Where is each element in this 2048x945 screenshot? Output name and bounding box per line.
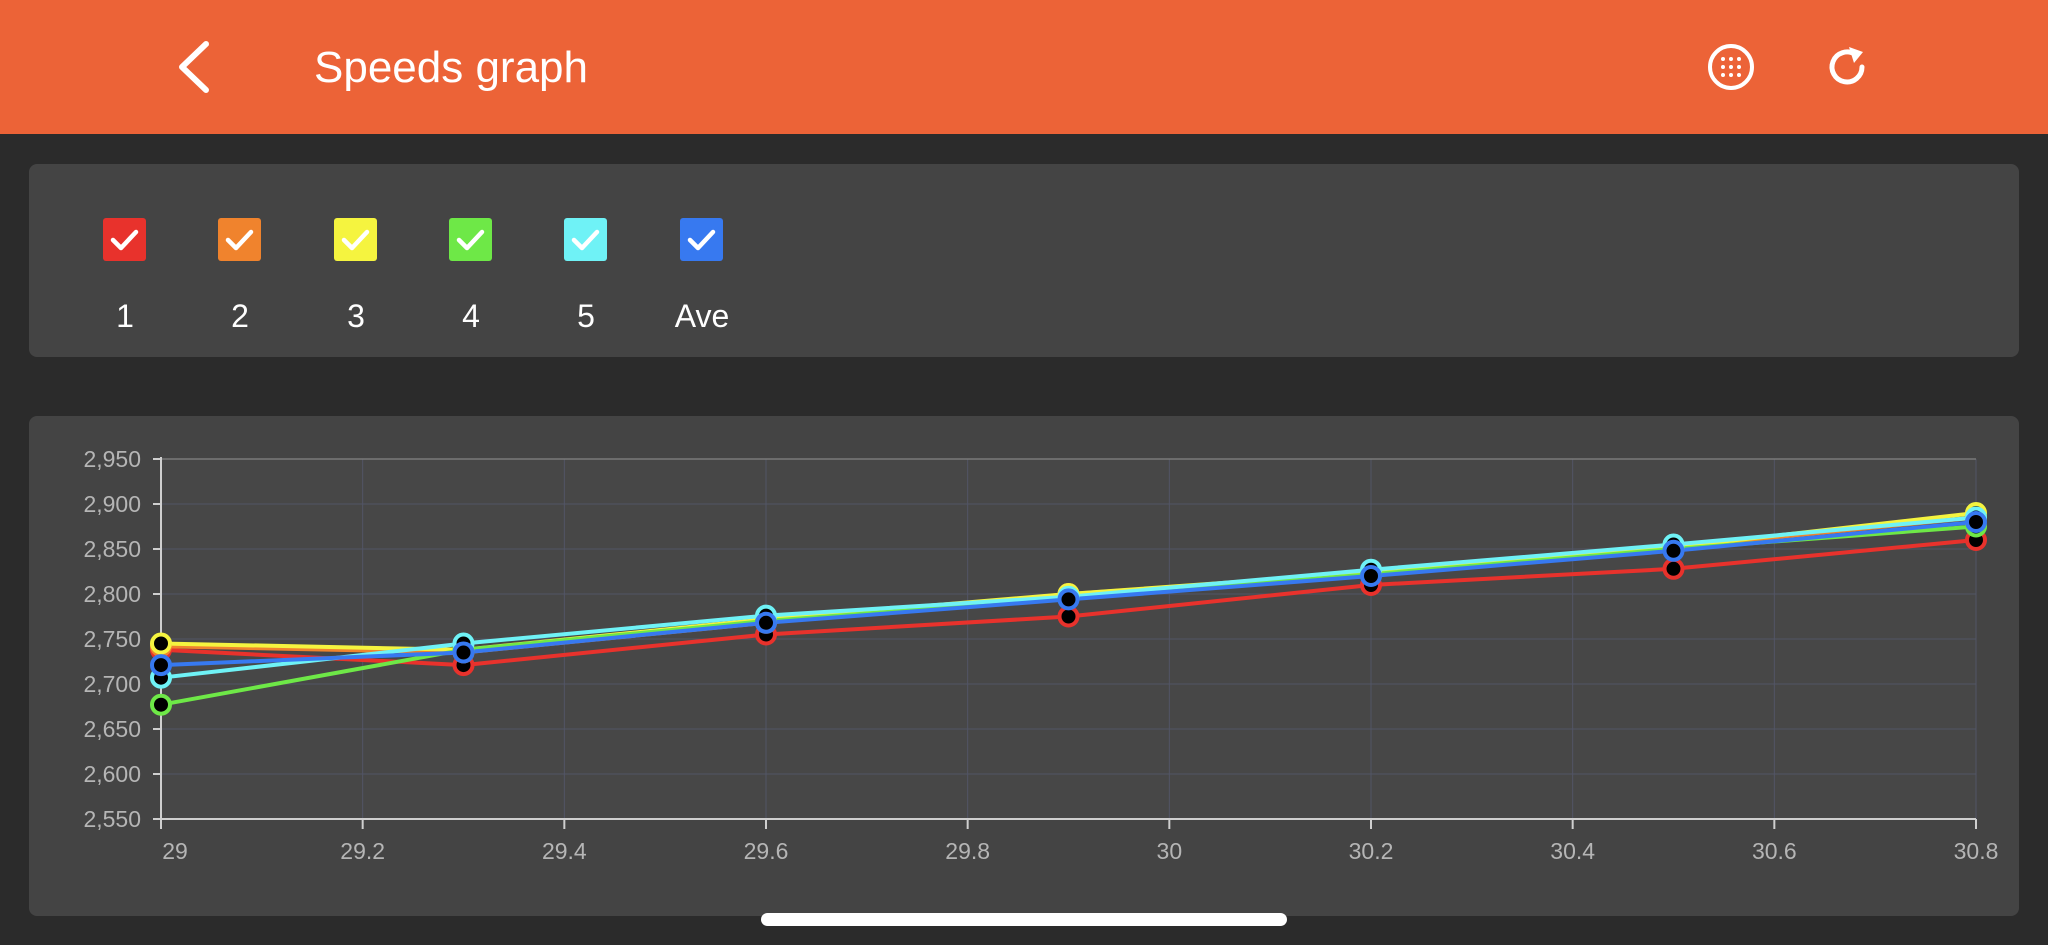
grid-toggle-button[interactable] — [1706, 42, 1756, 92]
series-point-4 — [150, 693, 172, 716]
series-toggle-5[interactable]: 5 — [546, 218, 626, 348]
refresh-button[interactable] — [1822, 42, 1872, 92]
checkbox-icon[interactable] — [334, 218, 377, 261]
x-tick-label: 30 — [1157, 838, 1183, 864]
y-tick-label: 2,650 — [83, 716, 141, 742]
series-toggle-label: 4 — [462, 298, 480, 334]
header-bar: Speeds graph — [0, 0, 2048, 134]
checkbox-icon[interactable] — [218, 218, 261, 261]
series-toggle-ave[interactable]: Ave — [662, 218, 742, 348]
series-toggle-label: Ave — [674, 298, 730, 334]
y-tick-label: 2,800 — [83, 581, 141, 607]
series-toggle-4[interactable]: 4 — [431, 218, 511, 348]
series-point-ave — [1965, 511, 1987, 533]
series-point-ave — [1360, 565, 1382, 587]
series-point-ave — [150, 654, 172, 677]
grid-dots-icon — [1708, 44, 1754, 90]
back-button[interactable] — [170, 36, 222, 98]
series-toggle-3[interactable]: 3 — [316, 218, 396, 348]
series-toggle-label: 1 — [116, 298, 134, 334]
y-tick-label: 2,850 — [83, 536, 141, 562]
checkmark-icon — [341, 229, 370, 251]
checkbox-icon[interactable] — [564, 218, 607, 261]
series-point-ave — [1662, 539, 1685, 562]
x-tick-label: 29.6 — [744, 838, 789, 864]
checkmark-icon — [456, 229, 485, 251]
home-indicator[interactable] — [761, 913, 1287, 926]
checkbox-icon[interactable] — [680, 218, 723, 261]
checkmark-icon — [687, 229, 716, 251]
series-point-1 — [1662, 557, 1685, 580]
chart-panel: 2,550 2,600 2,650 2,700 2,750 2,800 2,850 2,900… — [29, 416, 2019, 916]
checkbox-icon[interactable] — [103, 218, 146, 261]
series-toggle-2[interactable]: 2 — [200, 218, 280, 348]
y-tick-label: 2,900 — [83, 491, 141, 517]
x-tick-label: 29.8 — [945, 838, 990, 864]
page-title: Speeds graph — [314, 43, 588, 92]
refresh-icon — [1829, 47, 1865, 85]
series-toggle-panel: 1 2 3 4 5 Ave — [29, 164, 2019, 357]
x-tick-label: 30.6 — [1752, 838, 1797, 864]
series-point-ave — [452, 641, 475, 664]
series-point-ave — [1057, 588, 1080, 611]
x-tick-label: 29.4 — [542, 838, 587, 864]
series-point-3 — [150, 632, 172, 655]
y-tick-label: 2,600 — [83, 761, 141, 787]
checkmark-icon — [225, 229, 254, 251]
series-toggle-label: 2 — [231, 298, 249, 334]
y-tick-label: 2,750 — [83, 626, 141, 652]
y-tick-label: 2,950 — [83, 446, 141, 472]
x-tick-label: 30.8 — [1954, 838, 1999, 864]
x-tick-label: 29.2 — [340, 838, 385, 864]
series-toggle-label: 5 — [577, 298, 595, 334]
speeds-line-chart: 2,550 2,600 2,650 2,700 2,750 2,800 2,850 2,900… — [83, 446, 1999, 864]
y-tick-label: 2,550 — [83, 806, 141, 832]
x-tick-label: 29 — [162, 838, 188, 864]
x-tick-label: 30.2 — [1349, 838, 1394, 864]
checkmark-icon — [110, 229, 139, 251]
checkbox-icon[interactable] — [449, 218, 492, 261]
x-tick-label: 30.4 — [1550, 838, 1595, 864]
series-toggle-label: 3 — [347, 298, 365, 334]
series-toggle-1[interactable]: 1 — [85, 218, 165, 348]
series-point-ave — [755, 611, 777, 634]
y-tick-label: 2,700 — [83, 671, 141, 697]
checkmark-icon — [571, 229, 600, 251]
chevron-left-icon — [179, 41, 209, 93]
